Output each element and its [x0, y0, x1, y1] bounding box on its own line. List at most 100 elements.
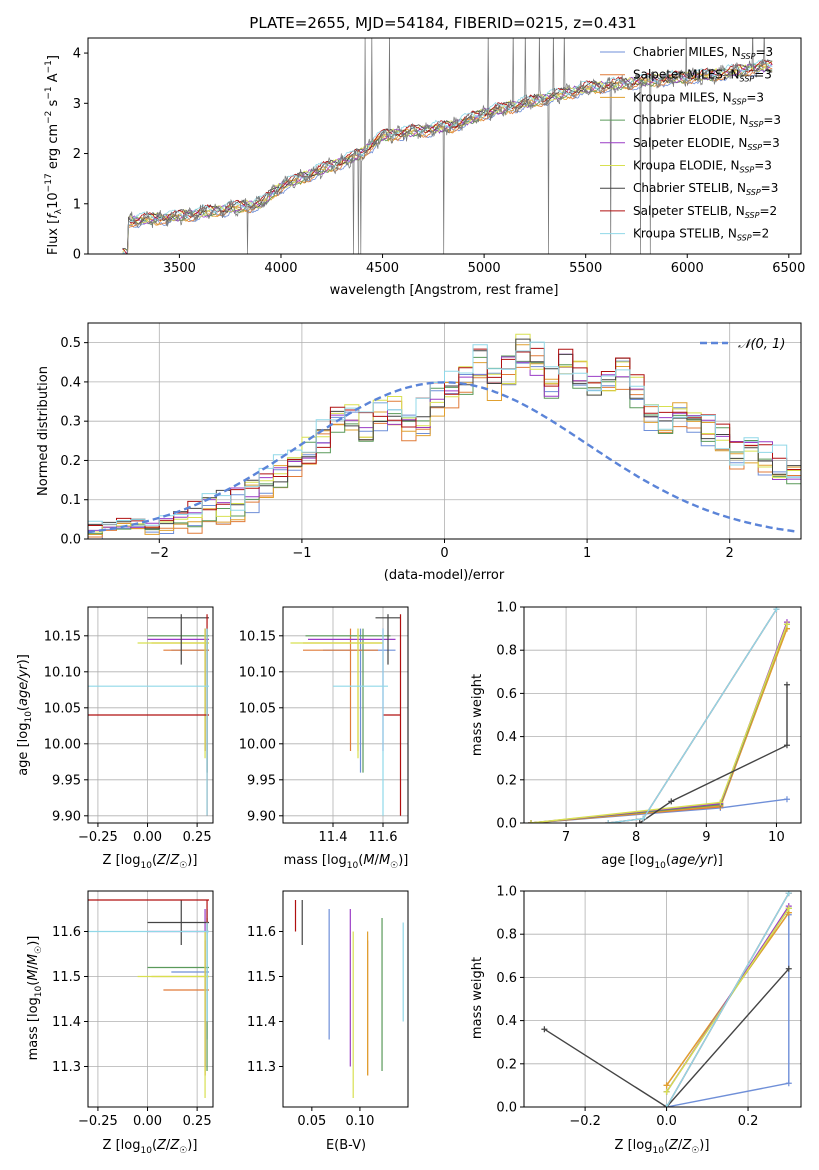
axes-frame: [282, 606, 409, 824]
weight-marker: [717, 799, 724, 806]
y-tick-label: 10.15: [44, 629, 81, 644]
y-axis-label: Flux [fλ10−17 erg cm−2 s−1 A−1]: [44, 55, 64, 255]
x-tick-label: 4500: [366, 261, 399, 276]
label-part: ☉: [691, 1146, 699, 1156]
y-tick-label: 11.4: [52, 1015, 81, 1030]
x-tick-label: 0.00: [133, 1114, 162, 1129]
x-tick-label: 5000: [468, 261, 501, 276]
y-tick-label: 11.6: [52, 925, 81, 940]
model-line-salpeter_stelib: [122, 59, 773, 254]
legend-text: =3: [754, 68, 772, 82]
label-part: )]: [398, 853, 408, 868]
label-part: Flux [: [46, 219, 61, 255]
x-axis-label: Z [log10(Z/Z☉)]: [103, 1138, 198, 1156]
label-part: M: [26, 954, 41, 965]
y-tick-label: 11.6: [247, 925, 276, 940]
y-tick-label: 0.2: [496, 1057, 517, 1072]
label-part: Z [log: [103, 853, 141, 868]
y-tick-label: 10.00: [44, 737, 81, 752]
plot-area: [294, 900, 404, 1098]
y-tick-label: 11.3: [52, 1060, 81, 1075]
label-part: /: [678, 1138, 683, 1153]
label-part: mass [log: [26, 997, 41, 1060]
y-tick-label: 0.4: [60, 375, 81, 390]
weight-marker: [528, 820, 535, 823]
legend-text: Kroupa STELIB, N: [633, 227, 737, 241]
y-tick-label: 0.0: [496, 817, 517, 832]
weight-marker: [541, 1026, 548, 1033]
y-tick-label: 2: [73, 147, 81, 162]
hist-kroupa_stelib: [88, 341, 801, 526]
model-line-salpeter_miles: [122, 63, 773, 254]
legend-label: Chabrier ELODIE, NSSP=3: [633, 113, 781, 129]
label-part: f: [46, 212, 61, 219]
y-tick-label: 0.0: [496, 1101, 517, 1116]
y-tick-label: 0.8: [496, 928, 517, 943]
y-tick-label: 0.3: [60, 415, 81, 430]
legend-text: =3: [762, 136, 780, 150]
x-tick-label: 11.6: [369, 830, 398, 845]
chart-mass_vs_ebv: 0.05 0.10 11.3 11.4 11.5 11.6: [247, 890, 409, 1129]
legend-text: =3: [754, 159, 772, 173]
x-axis-label: Z [log10(Z/Z☉)]: [103, 853, 198, 871]
legend-label: Kroupa MILES, NSSP=3: [633, 90, 764, 106]
label-part: −2: [44, 111, 54, 124]
axes-frame: [87, 890, 214, 1108]
weight-line-chabrier_stelib: [544, 968, 790, 1107]
y-tick-label: 10.05: [239, 701, 276, 716]
axes-frame: [87, 322, 802, 540]
x-tick-label: 4000: [264, 261, 297, 276]
y-tick-label: 9.90: [52, 809, 81, 824]
y-tick-label: 10.10: [239, 665, 276, 680]
legend-label: Kroupa ELODIE, NSSP=3: [633, 159, 772, 175]
label-part: 10: [46, 192, 61, 209]
label-part: −17: [44, 173, 54, 192]
weight-marker: [668, 798, 675, 805]
legend-text: =2: [759, 204, 777, 218]
chart-residuals: −2 −1 0 1 2 0.0 0.1 0.2 0.3 0.4 0.5 𝒩(0, 1) (data-mo…: [36, 322, 802, 583]
y-tick-label: 3: [73, 97, 81, 112]
legend: 𝒩(0, 1): [700, 337, 785, 352]
y-tick-label: 0.6: [496, 971, 517, 986]
y-tick-label: 11.3: [247, 1060, 276, 1075]
x-tick-label: 11.4: [319, 830, 348, 845]
label-part: 10: [140, 861, 152, 871]
y-tick-label: 0: [73, 248, 81, 263]
legend-sub: SSP: [741, 52, 756, 61]
x-tick-label: −1: [292, 546, 311, 561]
normal-curve: [88, 381, 799, 534]
label-part: λ: [54, 208, 64, 214]
label-part: mass [log: [284, 853, 347, 868]
x-tick-label: 9: [702, 830, 710, 845]
y-tick-label: 0.2: [60, 454, 81, 469]
label-part: )]: [187, 1138, 197, 1153]
label-part: )]: [26, 936, 41, 946]
y-tick-label: 10.05: [44, 701, 81, 716]
label-part: (: [664, 1138, 669, 1153]
legend-text: Chabrier ELODIE, N: [633, 113, 749, 127]
x-tick-label: 7: [562, 830, 570, 845]
label-part: (: [666, 853, 671, 868]
y-tick-label: 4: [73, 47, 81, 62]
label-part: 10: [24, 711, 34, 723]
x-tick-label: 0.25: [183, 1114, 212, 1129]
label-part: /: [375, 853, 380, 868]
y-tick-label: 10.15: [239, 629, 276, 644]
model-line-kroupa_elodie: [122, 61, 773, 253]
grid: [524, 890, 801, 1108]
weight-marker: [785, 965, 792, 972]
label-part: 10: [140, 1146, 152, 1156]
label-part: Z [log: [615, 1138, 653, 1153]
legend-text: Salpeter ELODIE, N: [633, 136, 747, 150]
weight-marker: [785, 1080, 792, 1087]
label-part: )]: [187, 853, 197, 868]
plot-area: [88, 899, 210, 1098]
x-axis-label: age [log10(age/yr)]: [601, 853, 723, 871]
legend-text: =3: [746, 90, 764, 104]
legend-text: Kroupa ELODIE, N: [633, 159, 740, 173]
label-part: Z: [668, 1138, 679, 1153]
legend-text: =3: [761, 181, 779, 195]
legend-text: Salpeter MILES, N: [633, 68, 740, 82]
weight-marker: [605, 820, 612, 823]
label-part: ☉: [34, 946, 44, 954]
